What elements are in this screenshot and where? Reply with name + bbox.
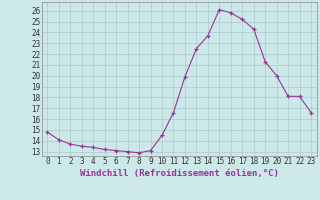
X-axis label: Windchill (Refroidissement éolien,°C): Windchill (Refroidissement éolien,°C) — [80, 169, 279, 178]
